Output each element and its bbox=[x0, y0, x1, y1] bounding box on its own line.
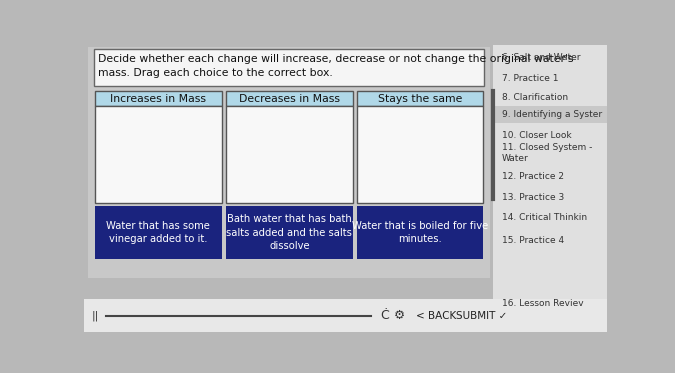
Text: Increases in Mass: Increases in Mass bbox=[111, 94, 207, 104]
Text: 8. Clarification: 8. Clarification bbox=[502, 93, 568, 101]
FancyBboxPatch shape bbox=[95, 91, 221, 106]
Text: Stays the same: Stays the same bbox=[378, 94, 462, 104]
Text: 14. Critical Thinkin: 14. Critical Thinkin bbox=[502, 213, 587, 222]
Text: 12. Practice 2: 12. Practice 2 bbox=[502, 172, 564, 181]
Text: 15. Practice 4: 15. Practice 4 bbox=[502, 236, 564, 245]
Text: Water that is boiled for five
minutes.: Water that is boiled for five minutes. bbox=[352, 221, 489, 244]
Text: SUBMIT ✓: SUBMIT ✓ bbox=[456, 311, 508, 321]
Text: 10. Closer Look: 10. Closer Look bbox=[502, 131, 572, 140]
FancyBboxPatch shape bbox=[88, 47, 491, 278]
Text: ||: || bbox=[92, 311, 99, 321]
Text: 13. Practice 3: 13. Practice 3 bbox=[502, 193, 564, 202]
FancyBboxPatch shape bbox=[226, 106, 352, 203]
Text: Decreases in Mass: Decreases in Mass bbox=[239, 94, 340, 104]
FancyBboxPatch shape bbox=[493, 106, 608, 123]
FancyBboxPatch shape bbox=[357, 207, 483, 259]
FancyBboxPatch shape bbox=[357, 106, 483, 203]
Text: < BACK: < BACK bbox=[416, 311, 456, 321]
FancyBboxPatch shape bbox=[94, 49, 484, 86]
Text: 16. Lesson Reviev: 16. Lesson Reviev bbox=[502, 299, 584, 308]
FancyBboxPatch shape bbox=[226, 207, 352, 259]
FancyBboxPatch shape bbox=[493, 45, 608, 332]
Text: 11. Closed System -
Water: 11. Closed System - Water bbox=[502, 143, 593, 163]
FancyBboxPatch shape bbox=[95, 106, 221, 203]
Text: 9. Identifying a Syster: 9. Identifying a Syster bbox=[502, 110, 602, 119]
Text: Water that has some
vinegar added to it.: Water that has some vinegar added to it. bbox=[107, 221, 211, 244]
Text: Ċ: Ċ bbox=[381, 309, 389, 322]
FancyBboxPatch shape bbox=[357, 91, 483, 106]
Text: ⚙: ⚙ bbox=[394, 309, 404, 322]
FancyBboxPatch shape bbox=[95, 207, 221, 259]
FancyBboxPatch shape bbox=[84, 299, 608, 332]
FancyBboxPatch shape bbox=[226, 91, 352, 106]
Text: Decide whether each change will increase, decrease or not change the original wa: Decide whether each change will increase… bbox=[98, 54, 573, 78]
Text: Bath water that has bath
salts added and the salts
dissolve: Bath water that has bath salts added and… bbox=[226, 214, 352, 251]
Text: 6. Salt and Water: 6. Salt and Water bbox=[502, 53, 580, 62]
Text: 7. Practice 1: 7. Practice 1 bbox=[502, 74, 559, 83]
